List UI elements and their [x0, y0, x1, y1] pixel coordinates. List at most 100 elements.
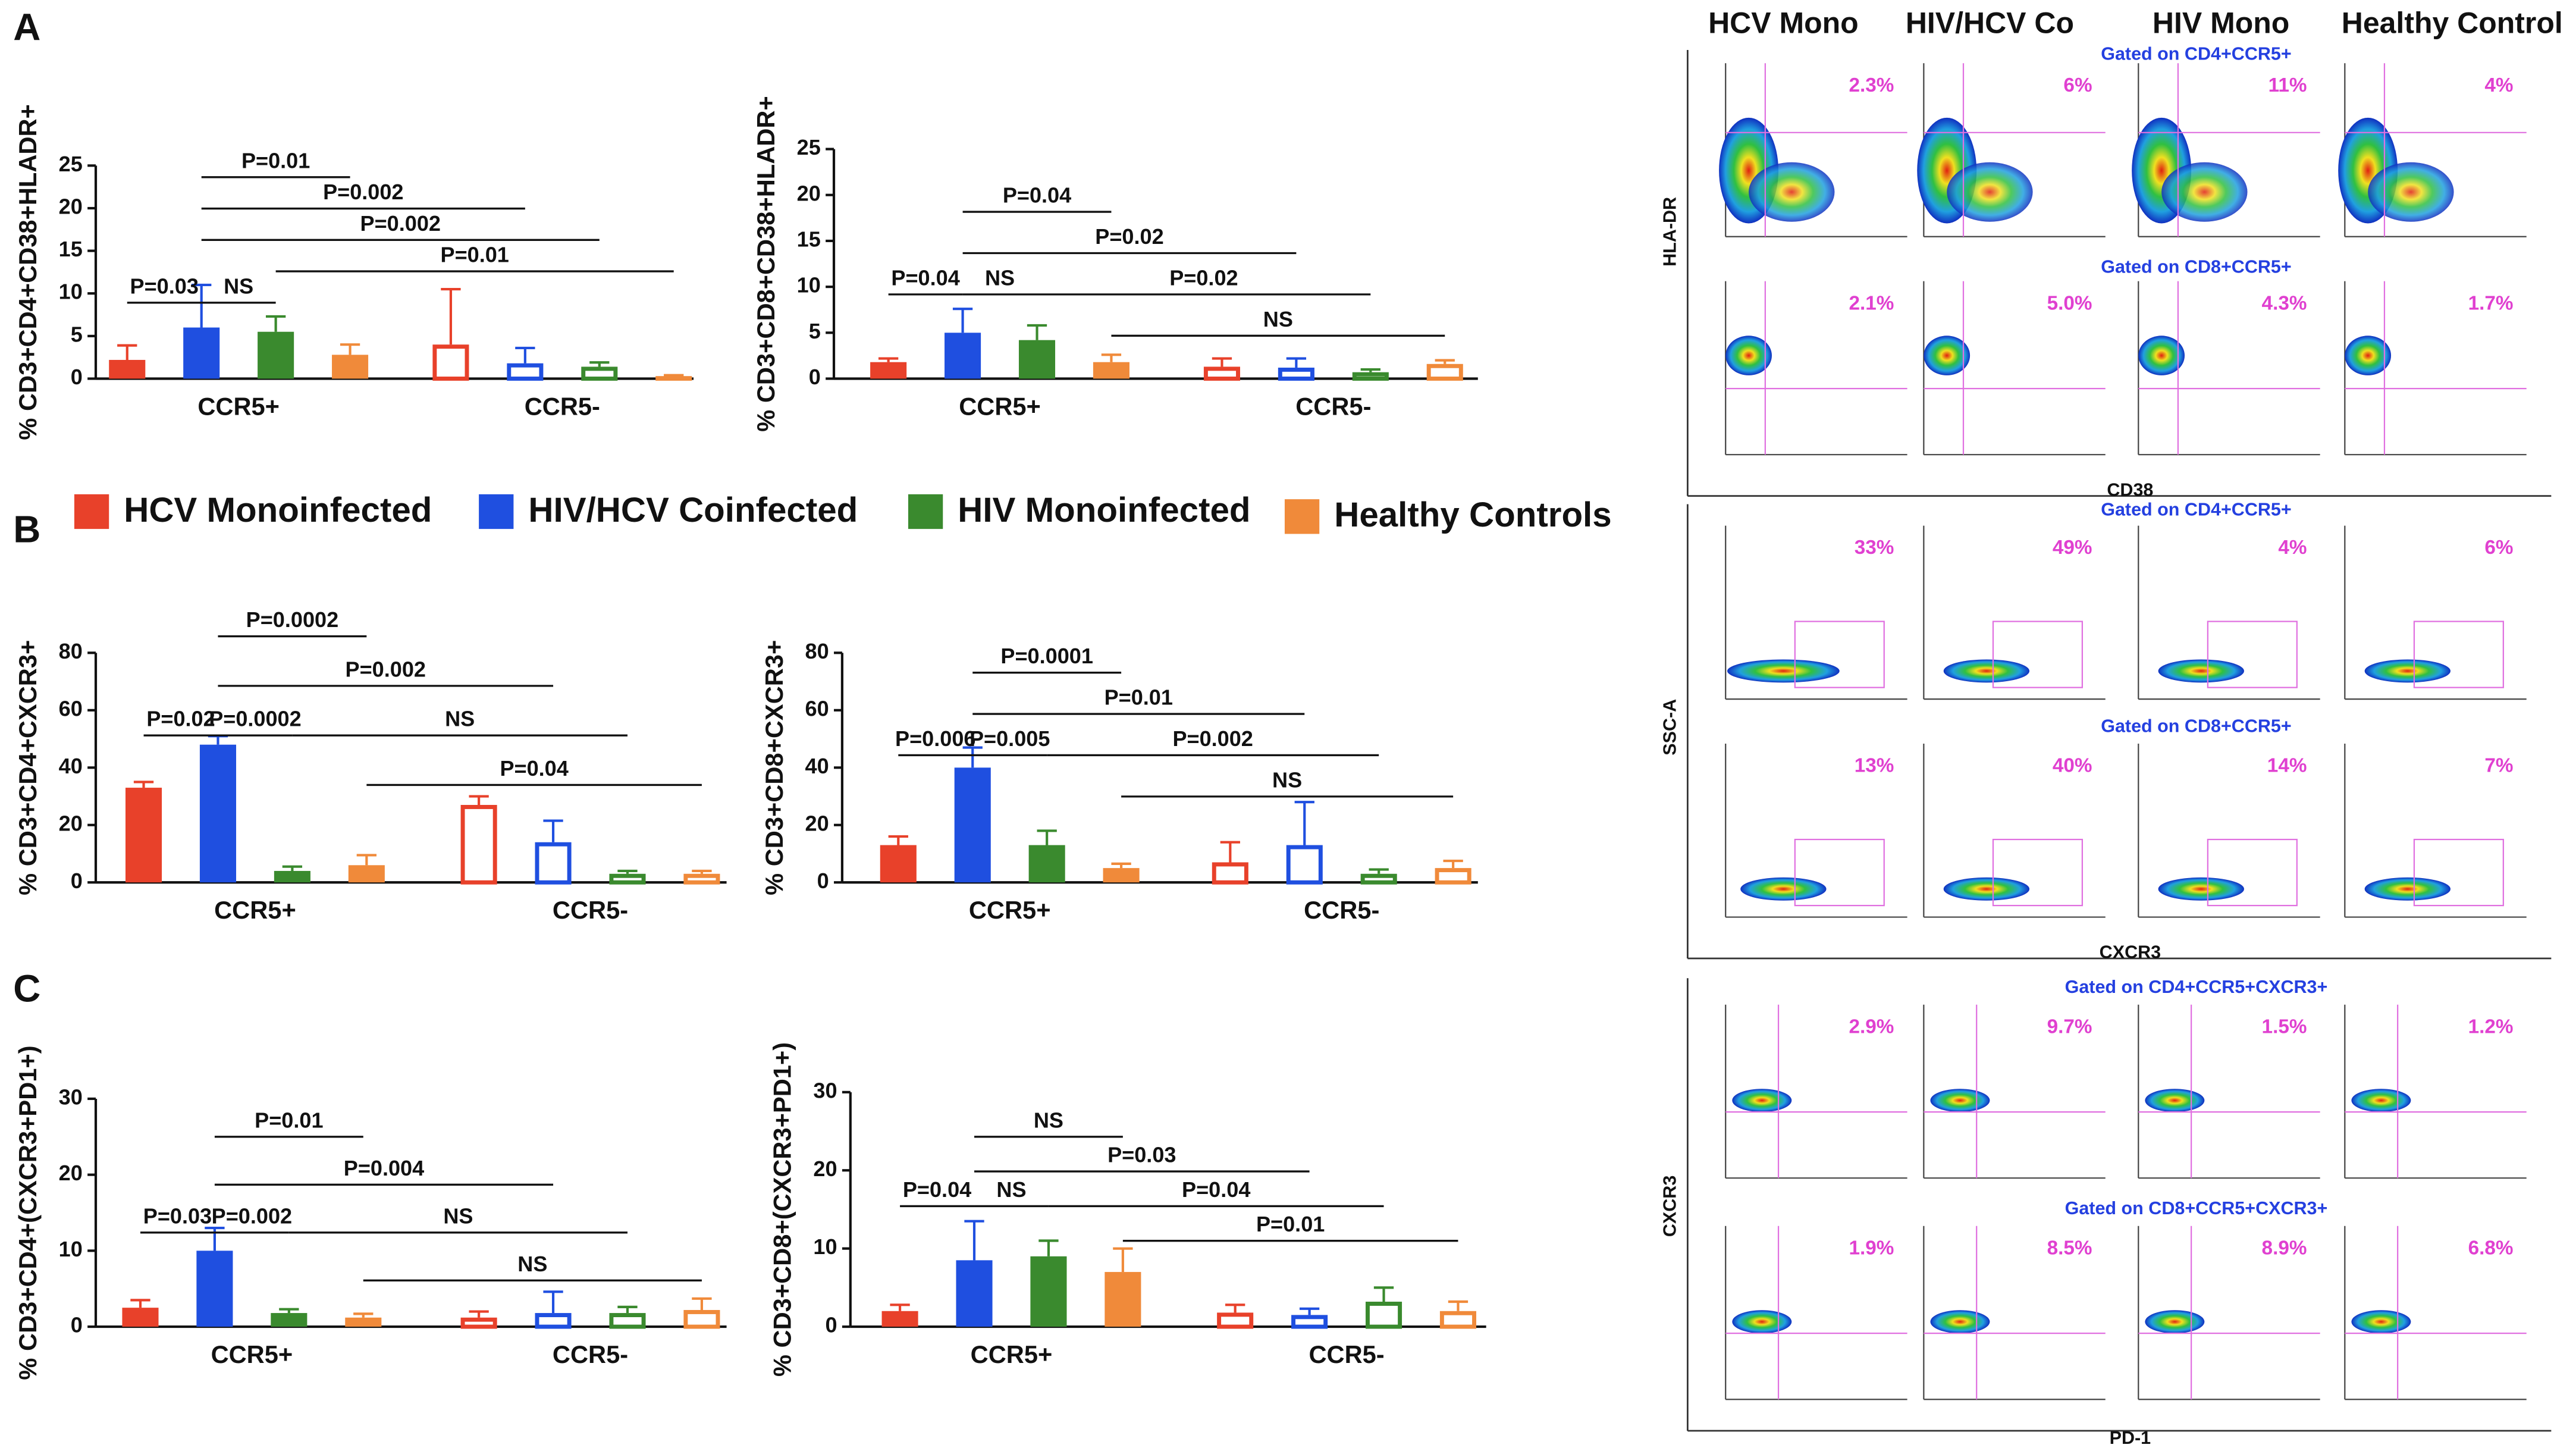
comparison-label: NS	[443, 1204, 473, 1228]
gate-box	[2413, 620, 2504, 688]
x-tick-label: CCR5+	[971, 1340, 1053, 1368]
comparison-label: P=0.04	[903, 1177, 971, 1202]
comparison-label: P=0.002	[1172, 726, 1253, 751]
bar	[609, 873, 646, 885]
y-tick-label: 10	[59, 1237, 83, 1261]
y-tick-label: 20	[805, 811, 829, 835]
y-tick-label: 5	[809, 319, 821, 343]
flow-x-label: PD-1	[2110, 1428, 2151, 1448]
y-tick-label: 10	[59, 280, 83, 304]
flow-y-label: HLA-DR	[1660, 197, 1680, 267]
comparison-label: P=0.002	[323, 180, 403, 204]
bar	[1278, 367, 1314, 381]
gate-percent: 1.9%	[1849, 1237, 1894, 1259]
y-tick-label: 25	[797, 135, 821, 159]
gate-percent: 9.7%	[2047, 1016, 2092, 1038]
comparison-label: P=0.002	[212, 1204, 292, 1228]
flow-y-label: SSC-A	[1660, 699, 1680, 756]
event-cloud	[2145, 1089, 2205, 1112]
legend-label: HIV/HCV Coinfected	[528, 491, 858, 529]
y-axis-label: % CD3+CD8+CXCR3+	[760, 640, 788, 895]
bar	[881, 1311, 918, 1327]
x-tick-label: CCR5+	[959, 392, 1041, 420]
bar	[348, 865, 385, 883]
comparison-label: P=0.0002	[209, 707, 301, 731]
y-axis-label: % CD3+CD8+(CXCR3+PD1+)	[768, 1042, 796, 1377]
comparison-label: P=0.002	[346, 657, 426, 681]
gate-percent: 14%	[2267, 755, 2307, 777]
bar	[1352, 372, 1389, 381]
comparison-label: NS	[985, 265, 1015, 290]
comparison-label: P=0.002	[360, 211, 441, 236]
bar	[535, 1313, 572, 1329]
bar	[258, 331, 294, 379]
event-cloud	[2364, 877, 2451, 901]
gate-percent: 33%	[1855, 537, 1894, 559]
comparison-label: P=0.006	[895, 726, 975, 751]
y-axis-label: % CD3+CD4+(CXCR3+PD1+)	[14, 1045, 42, 1380]
event-cloud	[1930, 1089, 1990, 1112]
y-tick-label: 15	[797, 227, 821, 251]
event-cloud	[2158, 877, 2244, 901]
gate-percent: 40%	[2053, 755, 2092, 777]
bar	[460, 805, 497, 885]
panel-letter: A	[13, 6, 40, 49]
gate-percent: 6.8%	[2468, 1237, 2514, 1259]
x-tick-label: CCR5+	[197, 392, 280, 420]
comparison-label: P=0.01	[241, 148, 310, 173]
comparison-label: P=0.04	[891, 265, 959, 290]
gate-percent: 1.2%	[2468, 1016, 2514, 1038]
y-tick-label: 0	[71, 869, 83, 893]
event-cloud	[1725, 336, 1772, 375]
gate-box	[1992, 620, 2084, 688]
event-cloud	[1732, 1089, 1792, 1112]
gate-label: Gated on CD4+CCR5+	[2101, 43, 2292, 64]
bar	[109, 359, 146, 379]
bar	[271, 1313, 308, 1327]
gate-box	[1992, 838, 2084, 907]
gate-percent: 5.0%	[2047, 292, 2092, 314]
y-tick-label: 30	[59, 1085, 83, 1109]
gate-label: Gated on CD8+CCR5+	[2101, 716, 2292, 736]
bar	[945, 333, 981, 379]
bar	[1217, 1312, 1254, 1329]
gate-box	[1794, 838, 1885, 907]
comparison-label: NS	[224, 274, 253, 298]
bar	[1018, 340, 1056, 379]
legend-swatch	[908, 494, 943, 529]
bar	[1426, 363, 1463, 381]
column-header: Healthy Control	[2342, 7, 2563, 40]
gate-percent: 6%	[2063, 74, 2092, 96]
legend-label: HCV Monoinfected	[124, 491, 432, 529]
bar	[956, 1260, 993, 1327]
comparison-label: P=0.02	[146, 707, 215, 731]
legend-swatch	[1284, 499, 1320, 534]
bar	[683, 873, 720, 885]
gate-percent: 8.5%	[2047, 1237, 2092, 1259]
gate-percent: 4.3%	[2262, 292, 2307, 314]
comparison-label: P=0.04	[1182, 1177, 1250, 1202]
bar	[460, 1317, 497, 1329]
comparison-label: NS	[1034, 1108, 1063, 1132]
y-axis-label: % CD3+CD8+CD38+HLADR+	[752, 96, 780, 431]
y-tick-label: 0	[809, 365, 821, 389]
y-tick-label: 60	[805, 696, 829, 720]
gate-percent: 6%	[2484, 537, 2513, 559]
bar	[1291, 1315, 1328, 1329]
legend-label: HIV Monoinfected	[958, 491, 1250, 529]
comparison-label: P=0.0001	[1000, 644, 1093, 668]
bar	[609, 1313, 646, 1329]
comparison-label: NS	[1272, 767, 1302, 792]
event-cloud	[2364, 659, 2451, 683]
event-cloud	[1943, 659, 2030, 683]
y-tick-label: 10	[797, 273, 821, 297]
y-tick-label: 0	[71, 1313, 83, 1337]
bar	[183, 327, 220, 379]
gate-percent: 2.1%	[1849, 292, 1894, 314]
gate-box	[2413, 838, 2504, 907]
event-cloud	[1740, 877, 1827, 901]
y-tick-label: 0	[71, 365, 83, 389]
column-header: HIV/HCV Co	[1906, 7, 2074, 40]
event-cloud	[2145, 1310, 2205, 1334]
